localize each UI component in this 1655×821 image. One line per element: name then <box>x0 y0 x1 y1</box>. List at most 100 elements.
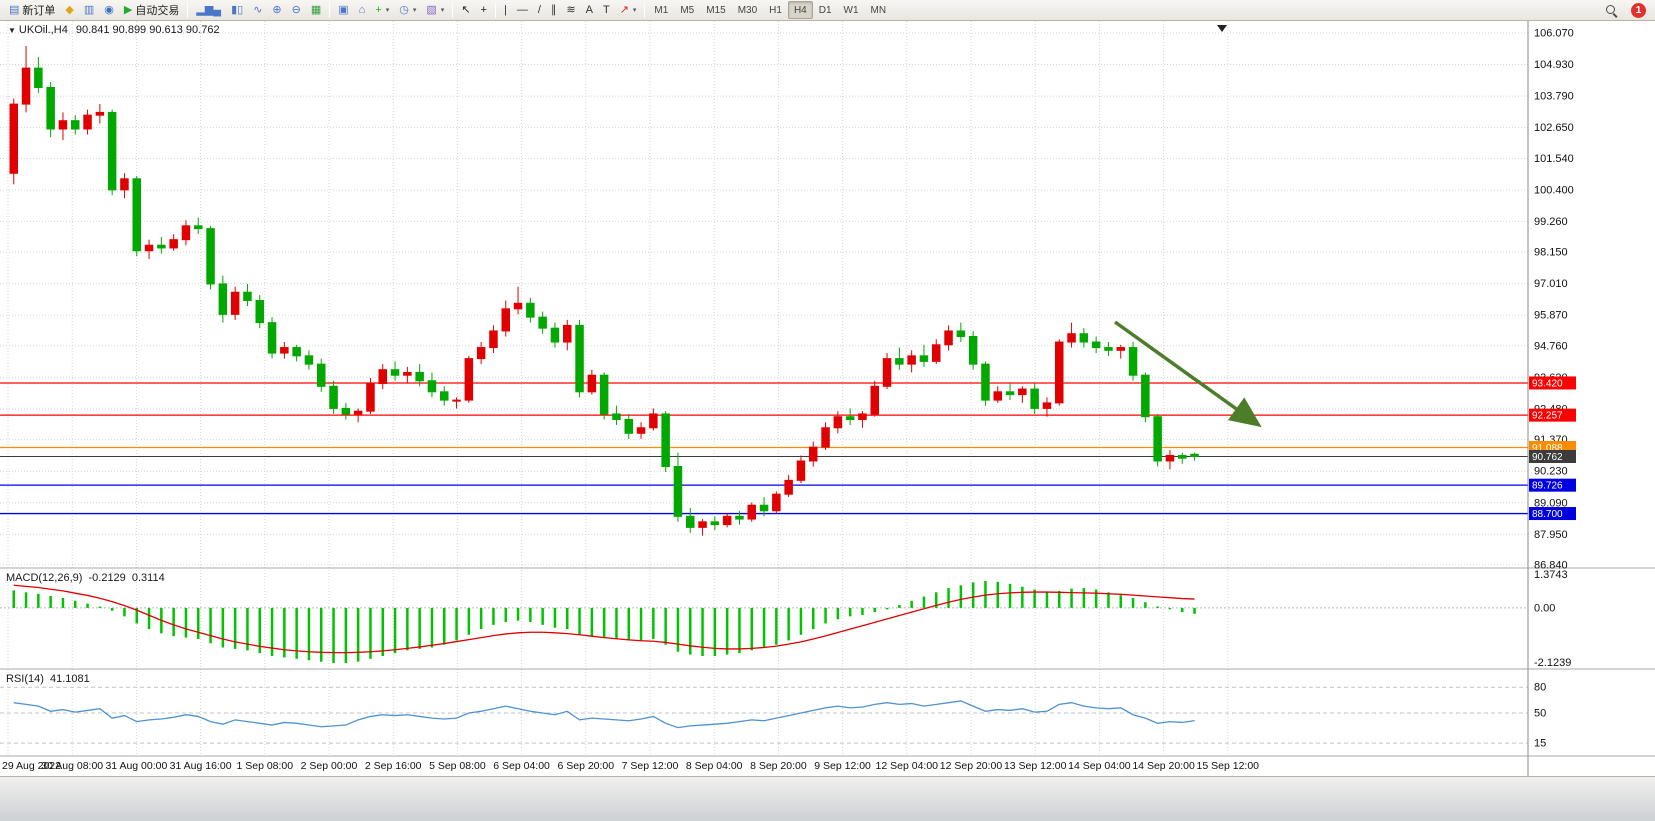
templates-button[interactable]: ▧ ▾ <box>421 1 449 19</box>
pane-borders <box>0 21 1655 776</box>
autotrading-button-label: 自动交易 <box>135 5 180 17</box>
timeframe-button-mn[interactable]: MN <box>865 1 893 19</box>
crosshair-button[interactable]: + <box>476 1 492 19</box>
price-axis-area[interactable] <box>1528 21 1655 756</box>
timeframe-button-h1[interactable]: H1 <box>763 1 788 19</box>
text-button[interactable]: A <box>581 1 598 19</box>
macd-signal-value: 0.3114 <box>131 572 165 584</box>
zoom-out-button[interactable]: ⊖ <box>287 1 306 19</box>
svg-text:103.790: 103.790 <box>1534 91 1574 103</box>
fibonacci-button[interactable]: ≋ <box>561 1 580 19</box>
indicators-button[interactable]: + ▾ <box>370 1 394 19</box>
symbol-period-label: UKOil.,H4 <box>18 24 68 36</box>
svg-text:29 Aug 2022: 29 Aug 2022 <box>2 760 61 772</box>
dropdown-arrow-icon: ▾ <box>632 7 637 14</box>
candlestick-button[interactable]: ▮▯ <box>226 1 248 19</box>
svg-text:94.760: 94.760 <box>1534 340 1568 352</box>
horizontal-line-button[interactable]: — <box>512 1 533 19</box>
trendline-button[interactable]: / <box>533 1 546 19</box>
svg-text:8 Sep 04:00: 8 Sep 04:00 <box>686 760 743 772</box>
rsi-axis-labels: 80 50 15 <box>1534 682 1546 750</box>
toolbar-separator <box>452 2 454 18</box>
toolbar-separator <box>187 2 189 18</box>
green-arrow-annotation[interactable] <box>1113 320 1262 428</box>
rsi-line <box>13 700 1195 729</box>
svg-text:9 Sep 12:00: 9 Sep 12:00 <box>814 760 871 772</box>
timeframe-button-m15[interactable]: M15 <box>700 1 731 19</box>
chart-window[interactable]: ▼ UKOil.,H4 90.841 90.899 90.613 90.762 MA… <box>0 21 1655 776</box>
arrows-button[interactable]: ↗ ▾ <box>615 1 642 19</box>
svg-text:98.150: 98.150 <box>1534 247 1568 259</box>
svg-text:5 Sep 08:00: 5 Sep 08:00 <box>429 760 486 772</box>
svg-text:12 Sep 04:00: 12 Sep 04:00 <box>876 760 939 772</box>
svg-text:87.950: 87.950 <box>1534 529 1568 541</box>
macd-axis-labels: 1.3743 0.00 -2.1239 <box>1534 569 1571 669</box>
chart-canvas[interactable]: 106.070 104.930 103.790 102.650 101.540 100.4… <box>0 21 1655 776</box>
svg-text:100.400: 100.400 <box>1534 184 1574 196</box>
new-order-icon: ▤ <box>9 3 20 16</box>
one-click-trading-arrow[interactable]: ▼ <box>8 26 16 35</box>
add-indicator-icon: + <box>375 3 382 16</box>
timeframe-button-m5[interactable]: M5 <box>674 1 700 19</box>
bar-chart-icon: ▂▆▄ <box>196 3 222 16</box>
horizontal-lines[interactable] <box>0 382 1528 515</box>
macd-label: MACD(12,26,9) <box>6 572 83 584</box>
time-axis-area[interactable] <box>0 757 1528 776</box>
rsi-header: RSI(14) 41.1081 <box>6 673 90 685</box>
svg-text:102.650: 102.650 <box>1534 122 1574 134</box>
search-button[interactable] <box>1600 1 1623 19</box>
zoom-in-button[interactable]: ⊕ <box>267 1 286 19</box>
macd-value: -0.2129 <box>88 572 126 584</box>
timeframe-button-h4[interactable]: H4 <box>787 1 813 19</box>
macd-histogram <box>12 581 1196 664</box>
svg-text:90.230: 90.230 <box>1534 466 1568 478</box>
tile-windows-icon: ▦ <box>310 3 322 16</box>
svg-text:97.010: 97.010 <box>1534 278 1568 290</box>
market-depth-button[interactable]: ▥ <box>79 1 99 19</box>
chart-template-icon: ▧ <box>426 3 437 16</box>
data-window-button[interactable]: ▣ <box>333 1 353 19</box>
autotrading-button[interactable]: ▶ 自动交易 <box>119 1 184 19</box>
metaeditor-icon: ◆ <box>65 3 74 16</box>
vertical-line-button[interactable]: | <box>499 1 512 19</box>
new-order-button[interactable]: ▤ 新订单 <box>4 1 60 19</box>
toolbar-separator <box>329 2 331 18</box>
data-window-icon: ▣ <box>338 3 349 16</box>
timeframe-button-m30[interactable]: M30 <box>732 1 763 19</box>
svg-text:15: 15 <box>1534 738 1546 750</box>
svg-text:6 Sep 20:00: 6 Sep 20:00 <box>557 760 614 772</box>
macd-header: MACD(12,26,9) -0.2129 0.3114 <box>6 572 165 584</box>
channel-button[interactable]: ∥ <box>546 1 562 19</box>
fibonacci-icon: ≋ <box>566 3 576 16</box>
horizontal-line-icon: — <box>516 3 528 16</box>
navigator-button[interactable]: ⌂ <box>354 1 371 19</box>
timeframe-button-m1[interactable]: M1 <box>648 1 674 19</box>
chart-ohlc-header: ▼ UKOil.,H4 90.841 90.899 90.613 90.762 <box>8 24 220 37</box>
search-icon <box>1605 4 1618 17</box>
svg-text:0.00: 0.00 <box>1534 602 1555 614</box>
bar-chart-button[interactable]: ▂▆▄ <box>191 1 226 19</box>
periods-button[interactable]: ◷ ▾ <box>394 1 421 19</box>
dropdown-arrow-icon: ▾ <box>412 7 417 14</box>
toolbar-separator <box>494 2 496 18</box>
zoom-out-icon: ⊖ <box>291 3 301 16</box>
svg-text:2 Sep 16:00: 2 Sep 16:00 <box>365 760 422 772</box>
timeframe-button-d1[interactable]: D1 <box>813 1 838 19</box>
line-chart-icon: ∿ <box>253 3 263 16</box>
text-label-button[interactable]: T <box>598 1 615 19</box>
text-icon: A <box>585 3 593 16</box>
vertical-line-icon: | <box>503 3 507 16</box>
chart-shift-marker[interactable] <box>1217 25 1227 32</box>
svg-text:99.260: 99.260 <box>1534 216 1568 228</box>
cursor-button[interactable]: ↖ <box>456 1 475 19</box>
svg-text:1 Sep 08:00: 1 Sep 08:00 <box>236 760 293 772</box>
timeframe-button-w1[interactable]: W1 <box>838 1 865 19</box>
svg-text:14 Sep 04:00: 14 Sep 04:00 <box>1068 760 1131 772</box>
notifications-button[interactable]: 1 <box>1623 1 1651 19</box>
community-button[interactable]: ◉ <box>99 1 119 19</box>
line-chart-button[interactable]: ∿ <box>248 1 267 19</box>
window-bottom-area <box>0 776 1655 821</box>
metaeditor-button[interactable]: ◆ <box>60 1 78 19</box>
tile-windows-button[interactable]: ▦ <box>306 1 326 19</box>
svg-text:89.726: 89.726 <box>1532 481 1563 492</box>
